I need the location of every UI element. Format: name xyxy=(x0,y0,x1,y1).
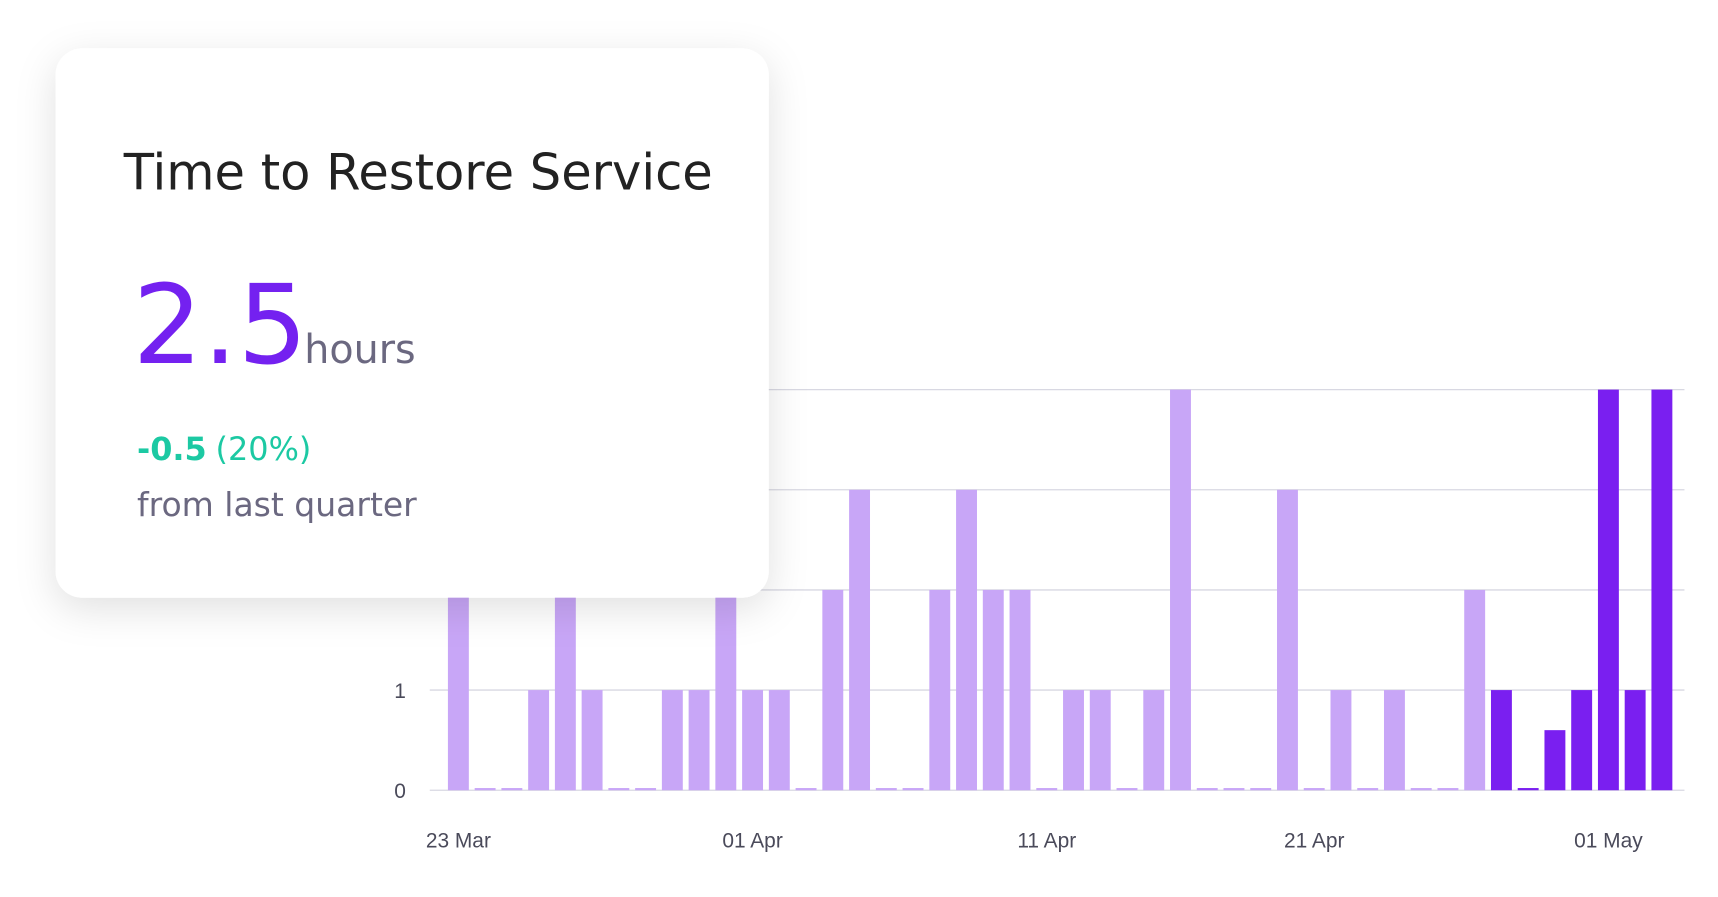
bar xyxy=(501,788,523,791)
bar xyxy=(554,589,576,791)
caption: from last quarter xyxy=(137,485,417,524)
bar xyxy=(742,690,764,791)
x-tick-label: 21 Apr xyxy=(1284,829,1344,852)
bar xyxy=(1597,389,1619,791)
bar xyxy=(1143,690,1165,791)
bar xyxy=(1277,489,1298,791)
bar xyxy=(902,788,924,791)
bar xyxy=(1464,589,1486,791)
bar xyxy=(956,489,977,791)
card-background xyxy=(55,48,769,598)
bar xyxy=(849,489,871,791)
bar xyxy=(635,788,657,791)
bar xyxy=(1517,788,1539,791)
bar xyxy=(1089,690,1111,791)
bar xyxy=(1410,788,1432,791)
y-tick-label: 1 xyxy=(394,680,406,703)
bar xyxy=(1357,788,1379,791)
bar xyxy=(1437,788,1459,791)
bar xyxy=(581,690,603,791)
change-percent: (20%) xyxy=(216,430,312,468)
x-tick-label: 23 Mar xyxy=(426,829,491,852)
bar xyxy=(661,690,683,791)
bar xyxy=(929,589,951,791)
bar xyxy=(1490,690,1512,791)
bar xyxy=(715,589,737,791)
bar xyxy=(1036,788,1058,791)
bar xyxy=(795,788,817,791)
y-tick-label: 0 xyxy=(394,780,406,803)
x-tick-label: 11 Apr xyxy=(1017,829,1076,852)
bar xyxy=(447,589,469,791)
bar xyxy=(1196,788,1218,791)
bar xyxy=(1009,589,1031,791)
bar xyxy=(688,690,710,791)
metric-card: Time to Restore Service 2.5 hours -0.5 (2… xyxy=(55,48,769,598)
x-tick-label: 01 Apr xyxy=(722,829,782,852)
bar xyxy=(608,788,630,791)
bar xyxy=(1383,690,1405,791)
bar xyxy=(1544,730,1566,791)
bar xyxy=(822,589,844,791)
bar xyxy=(1624,690,1646,791)
bar xyxy=(1651,389,1673,791)
bar xyxy=(1223,788,1245,791)
bar xyxy=(1250,788,1272,791)
change-value: -0.5 xyxy=(137,430,207,468)
change: -0.5 (20%) xyxy=(137,430,311,468)
bar xyxy=(528,690,550,791)
bar xyxy=(1303,788,1325,791)
x-tick-label: 01 May xyxy=(1574,829,1643,852)
metric-unit: hours xyxy=(304,327,415,373)
bar xyxy=(1571,690,1593,791)
bar xyxy=(1116,788,1138,791)
card-title: Time to Restore Service xyxy=(123,143,713,201)
bar xyxy=(1330,690,1352,791)
metric-value: 2.5 xyxy=(133,261,308,389)
bar xyxy=(982,589,1004,791)
bar xyxy=(1063,690,1084,791)
bar xyxy=(474,788,496,791)
bar xyxy=(768,690,790,791)
bar xyxy=(875,788,897,791)
bar xyxy=(1170,389,1191,791)
